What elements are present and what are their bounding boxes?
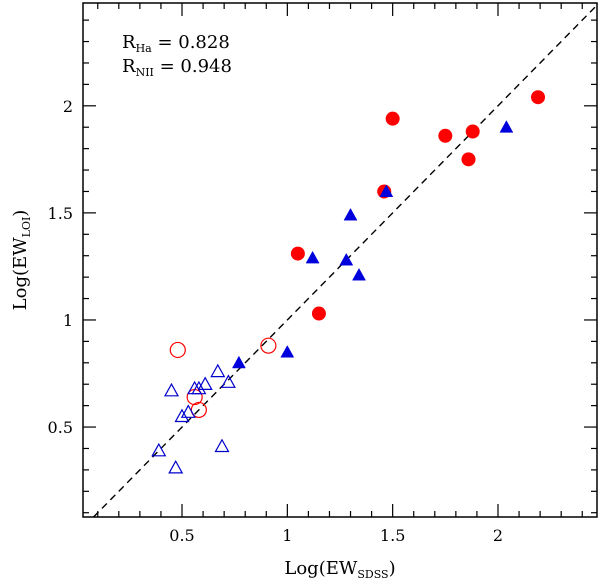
- x-tick-label: 0.5: [169, 526, 194, 545]
- data-point: [191, 380, 207, 395]
- data-point: [379, 184, 394, 197]
- x-tick-label: 2: [493, 526, 503, 545]
- x-tick-label: 1.5: [380, 526, 405, 545]
- data-point: [180, 404, 196, 418]
- data-point: [210, 363, 226, 378]
- data-point: [343, 207, 358, 221]
- series-filled-circles: [290, 90, 546, 321]
- data-point: [168, 459, 184, 474]
- data-point: [151, 442, 167, 457]
- data-point: [352, 267, 366, 281]
- y-tick-label: 2: [63, 97, 73, 116]
- data-point: [163, 382, 180, 397]
- data-point: [438, 128, 453, 143]
- x-axis-label: Log(EWSDSS): [284, 558, 395, 581]
- correlation-annotation: RNII = 0.948: [122, 56, 232, 79]
- series-filled-triangles: [231, 120, 514, 369]
- data-point: [461, 152, 476, 167]
- series-open-circles: [169, 337, 277, 419]
- data-point: [531, 90, 546, 105]
- data-point: [290, 246, 305, 261]
- plot-area: 0.5 1 1.5 2 0.5 1 1.5 2 Log(EWSDSS) Log(EWLOI) RHa…: [10, 2, 598, 581]
- y-tick-label: 0.5: [48, 418, 73, 437]
- data-point: [169, 341, 186, 359]
- data-point: [499, 120, 514, 133]
- y-tick-label: 1.5: [48, 204, 73, 223]
- correlation-annotation: RHa = 0.828: [122, 32, 230, 55]
- data-point: [280, 345, 295, 358]
- data-point: [214, 438, 230, 453]
- data-point: [260, 337, 277, 354]
- data-point: [305, 250, 320, 264]
- data-point: [385, 111, 400, 126]
- x-tick-label: 1: [282, 526, 292, 545]
- plot-frame: [82, 2, 598, 518]
- y-tick-label: 1: [63, 311, 73, 330]
- data-point: [339, 252, 354, 266]
- data-point: [220, 374, 236, 388]
- y-axis-label: Log(EWLOI): [10, 210, 33, 311]
- data-point: [174, 408, 190, 423]
- series-open-triangles: [151, 363, 236, 474]
- data-point: [231, 355, 246, 369]
- data-point: [197, 376, 213, 390]
- data-point: [311, 306, 326, 321]
- data-point: [465, 124, 480, 139]
